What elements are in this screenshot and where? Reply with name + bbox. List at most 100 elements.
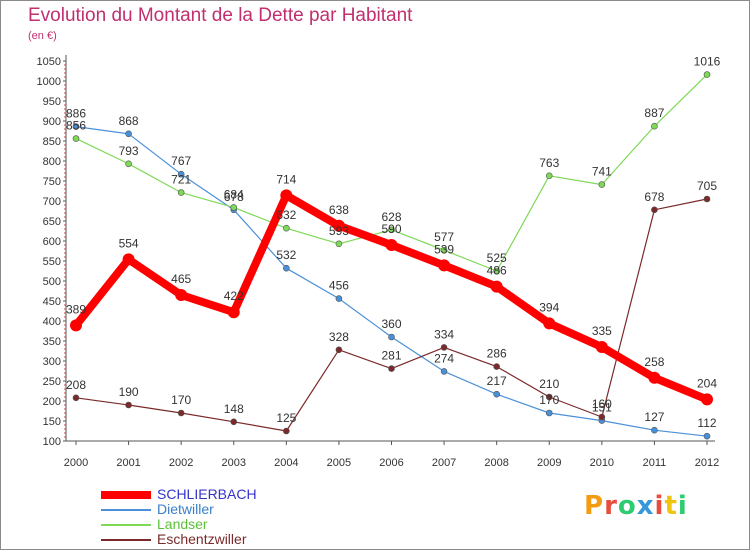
proxiti-logo: Proxiti xyxy=(584,491,688,521)
y-tick-label: 250 xyxy=(43,376,61,388)
data-label: 334 xyxy=(434,327,454,341)
data-label: 577 xyxy=(434,230,454,244)
x-tick-label: 2001 xyxy=(116,457,140,469)
data-label: 554 xyxy=(119,236,139,250)
data-label: 217 xyxy=(487,374,507,388)
data-label: 422 xyxy=(224,289,244,303)
data-label: 204 xyxy=(697,376,717,390)
data-label: 389 xyxy=(66,302,86,316)
data-label: 328 xyxy=(329,330,349,344)
x-tick-label: 2011 xyxy=(643,457,667,469)
y-tick-label: 100 xyxy=(43,436,61,448)
data-label: 127 xyxy=(644,410,664,424)
chart-title: Evolution du Montant de la Dette par Hab… xyxy=(28,5,413,26)
y-tick-label: 200 xyxy=(43,396,61,408)
logo-letter: t xyxy=(664,491,678,521)
data-label: 678 xyxy=(644,190,664,204)
data-point-schlierbach xyxy=(438,259,451,272)
data-point-dietwiller xyxy=(440,368,448,375)
data-point-dietwiller xyxy=(125,130,132,138)
y-tick-label: 700 xyxy=(43,196,61,208)
y-tick-label: 550 xyxy=(43,256,61,268)
x-tick-label: 2005 xyxy=(327,457,351,469)
data-point-dietwiller xyxy=(283,264,290,272)
data-point-landser xyxy=(230,204,238,211)
data-point-schlierbach xyxy=(122,253,135,266)
data-point-dietwiller xyxy=(493,390,500,398)
y-tick-label: 600 xyxy=(43,236,61,248)
data-label: 763 xyxy=(539,156,559,170)
data-point-eschentzwiller xyxy=(72,394,80,402)
logo-letter: i xyxy=(677,491,688,521)
data-point-eschentzwiller xyxy=(125,401,132,409)
data-point-schlierbach xyxy=(332,219,345,232)
data-label: 210 xyxy=(539,377,559,391)
data-point-landser xyxy=(283,224,290,232)
data-point-dietwiller xyxy=(388,333,395,341)
y-tick-label: 450 xyxy=(43,296,61,308)
data-point-dietwiller xyxy=(72,123,80,130)
logo-letter: P xyxy=(584,491,605,521)
x-tick-label: 2007 xyxy=(432,457,456,469)
data-label: 714 xyxy=(276,172,296,186)
data-label: 456 xyxy=(329,279,349,293)
data-point-schlierbach xyxy=(595,341,608,353)
data-label: 170 xyxy=(171,393,191,407)
data-point-landser xyxy=(598,181,606,188)
y-tick-label: 850 xyxy=(43,136,61,148)
data-label: 632 xyxy=(276,208,296,222)
data-label: 593 xyxy=(329,224,349,238)
chart-unit-label: (en €) xyxy=(28,30,57,42)
data-point-eschentzwiller xyxy=(703,195,711,203)
logo-letter: i xyxy=(654,491,665,521)
data-label: 360 xyxy=(381,317,401,331)
y-tick-label: 350 xyxy=(43,336,61,348)
data-label: 160 xyxy=(592,397,612,411)
data-label: 465 xyxy=(171,272,191,286)
x-tick-label: 2009 xyxy=(537,457,561,469)
data-point-schlierbach xyxy=(648,371,661,384)
data-label: 628 xyxy=(381,210,401,224)
y-tick-label: 800 xyxy=(43,156,61,168)
data-label: 887 xyxy=(644,106,664,120)
data-label: 208 xyxy=(66,378,86,392)
x-tick-label: 2008 xyxy=(484,457,508,469)
data-point-schlierbach xyxy=(280,189,293,202)
y-tick-label: 500 xyxy=(43,276,61,288)
data-point-schlierbach xyxy=(70,319,82,332)
data-point-dietwiller xyxy=(545,409,553,417)
y-tick-label: 1050 xyxy=(37,56,61,68)
logo-letter: r xyxy=(604,491,618,521)
x-tick-label: 2000 xyxy=(64,457,88,469)
data-label: 767 xyxy=(171,154,191,168)
data-label: 793 xyxy=(119,144,139,158)
legend-label: SCHLIERBACH xyxy=(157,486,257,502)
data-label: 539 xyxy=(434,242,454,256)
data-label: 638 xyxy=(329,203,349,217)
x-tick-label: 2010 xyxy=(590,457,614,469)
data-point-eschentzwiller xyxy=(545,393,553,401)
legend-label: Dietwiller xyxy=(157,501,214,517)
legend-label: Eschentzwiller xyxy=(157,531,247,547)
y-tick-label: 950 xyxy=(43,96,61,108)
data-point-dietwiller xyxy=(703,432,711,440)
data-label: 125 xyxy=(276,411,296,425)
y-tick-label: 300 xyxy=(43,356,61,368)
legend-swatch xyxy=(101,539,151,541)
data-point-landser xyxy=(72,135,80,142)
legend-swatch xyxy=(101,524,151,526)
x-tick-label: 2003 xyxy=(222,457,246,469)
x-tick-label: 2002 xyxy=(169,457,193,469)
data-point-eschentzwiller xyxy=(440,344,448,351)
data-label: 868 xyxy=(119,114,139,128)
x-tick-label: 2012 xyxy=(695,457,719,469)
data-label: 258 xyxy=(644,355,664,369)
data-point-eschentzwiller xyxy=(598,413,606,421)
data-point-schlierbach xyxy=(385,239,398,251)
y-tick-label: 150 xyxy=(43,416,61,428)
data-label: 394 xyxy=(539,300,559,314)
data-label: 281 xyxy=(381,349,401,363)
data-label: 590 xyxy=(381,222,401,236)
